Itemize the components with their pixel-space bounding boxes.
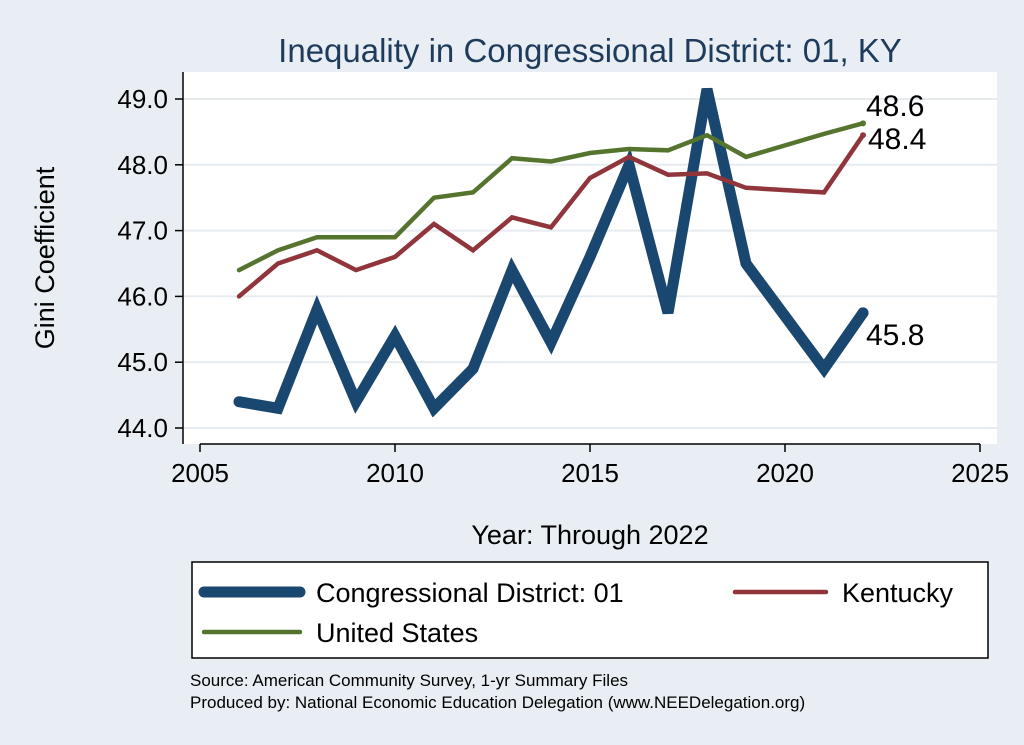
x-tick-label: 2005 xyxy=(171,458,229,488)
y-axis-ticks: 44.0 45.0 46.0 47.0 48.0 49.0 xyxy=(117,84,183,443)
end-label-kentucky: 48.4 xyxy=(868,123,926,156)
source-note: Source: American Community Survey, 1-yr … xyxy=(190,671,628,690)
y-axis-title: Gini Coefficient xyxy=(30,166,60,349)
legend-label-district: Congressional District: 01 xyxy=(316,578,624,608)
x-axis-ticks: 2005 2010 2015 2020 2025 xyxy=(171,444,1009,488)
series-line-district-end-point xyxy=(857,307,869,319)
end-label-district: 45.8 xyxy=(866,319,924,352)
x-tick-label: 2015 xyxy=(561,458,619,488)
y-tick-label: 48.0 xyxy=(117,150,168,180)
x-tick-label: 2025 xyxy=(951,458,1009,488)
series-layer xyxy=(233,87,869,418)
series-line-kentucky-end-point xyxy=(860,132,866,139)
y-tick-label: 46.0 xyxy=(117,281,168,311)
end-label-united-states: 48.6 xyxy=(866,90,924,123)
x-tick-label: 2020 xyxy=(756,458,814,488)
y-tick-label: 49.0 xyxy=(117,84,168,114)
y-tick-label: 47.0 xyxy=(117,216,168,246)
x-axis-title: Year: Through 2022 xyxy=(471,520,708,550)
x-tick-label: 2010 xyxy=(366,458,424,488)
series-line-kentucky xyxy=(236,132,866,299)
series-line-district xyxy=(233,87,869,418)
y-tick-label: 45.0 xyxy=(117,347,168,377)
legend-label-kentucky: Kentucky xyxy=(842,578,954,608)
gridlines xyxy=(184,98,997,429)
legend-label-united-states: United States xyxy=(316,618,478,648)
chart-title: Inequality in Congressional District: 01… xyxy=(278,32,902,69)
series-line-united-states xyxy=(236,121,866,273)
y-tick-label: 44.0 xyxy=(117,413,168,443)
legend-box xyxy=(191,561,989,659)
produced-by-note: Produced by: National Economic Education… xyxy=(190,693,805,712)
series-line-united-states-end-point xyxy=(860,120,866,127)
